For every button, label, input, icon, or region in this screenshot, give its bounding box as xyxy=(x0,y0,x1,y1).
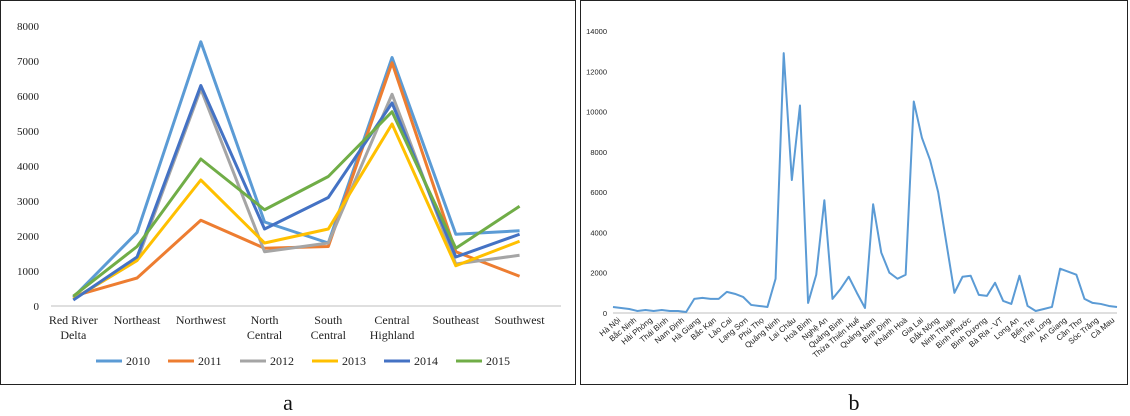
chart-a: 0 1000 2000 3000 4000 5000 6000 7000 8000 Red Riv… xyxy=(17,21,561,368)
caption-b: b xyxy=(848,390,860,415)
y-tick-label: 8000 xyxy=(590,148,607,157)
y-tick-label: 6000 xyxy=(590,188,607,197)
y-tick-label: 6000 xyxy=(17,91,40,103)
y-tick-label: 4000 xyxy=(590,228,607,237)
y-tick-label: 10000 xyxy=(586,108,607,117)
legend-label-2011: 2011 xyxy=(198,354,222,368)
legend-label-2010: 2010 xyxy=(126,354,150,368)
x-tick-label: South Central xyxy=(311,313,347,342)
x-tick-label: Southwest xyxy=(495,313,546,327)
series-line-2013 xyxy=(72,122,521,301)
legend-label-2015: 2015 xyxy=(486,354,510,368)
y-tick-label: 3000 xyxy=(17,196,40,208)
x-tick-label: Northwest xyxy=(176,313,227,327)
x-tick-label: Southeast xyxy=(432,313,479,327)
y-tick-label: 14000 xyxy=(586,27,607,36)
y-tick-label: 0 xyxy=(34,301,40,313)
series-line-2015 xyxy=(72,110,521,298)
y-tick-label: 8000 xyxy=(17,21,40,33)
x-tick-label: Central Highland xyxy=(370,313,415,342)
series-line-2010 xyxy=(72,40,520,299)
series-line xyxy=(612,52,1118,313)
legend-label-2013: 2013 xyxy=(342,354,366,368)
legend-label-2012: 2012 xyxy=(270,354,294,368)
y-tick-label: 5000 xyxy=(17,126,40,138)
legend-label-2014: 2014 xyxy=(414,354,438,368)
y-tick-label: 0 xyxy=(603,309,607,318)
y-tick-label: 4000 xyxy=(17,161,40,173)
caption-a: a xyxy=(283,390,293,415)
y-tick-label: 2000 xyxy=(590,269,607,278)
x-tick-label: Northeast xyxy=(114,313,161,327)
y-tick-label: 7000 xyxy=(17,56,40,68)
y-tick-label: 2000 xyxy=(17,231,40,243)
chart-b-panel: 0 2000 4000 6000 8000 10000 12000 14000 Hà Nội Bắ… xyxy=(580,0,1128,385)
x-tick-label: North Central xyxy=(247,313,283,342)
x-tick-label: Red River Delta xyxy=(49,313,98,342)
y-tick-label: 12000 xyxy=(586,67,607,76)
series-line-2014 xyxy=(72,84,521,302)
y-tick-label: 1000 xyxy=(17,266,40,278)
chart-a-panel: 0 1000 2000 3000 4000 5000 6000 7000 8000 Red Riv… xyxy=(0,0,576,385)
